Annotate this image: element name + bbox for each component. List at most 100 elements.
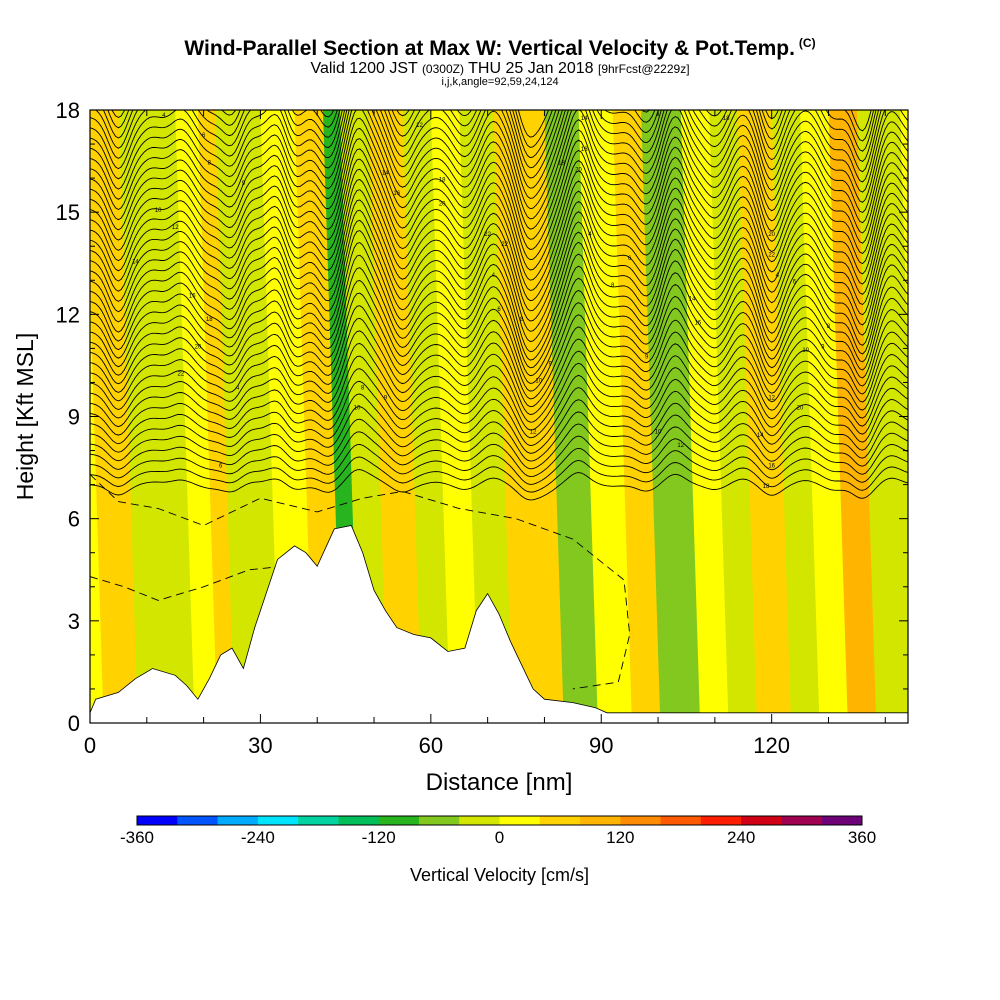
colorbar-swatch [177, 816, 219, 825]
colorbar-swatch [660, 816, 702, 825]
isentrope-line [90, 431, 908, 478]
isentrope-line [90, 110, 908, 199]
isentrope-line [90, 393, 908, 454]
colorbar-swatch [499, 816, 541, 825]
pot-temp-contours [90, 110, 908, 501]
contour-label: 16 [393, 191, 400, 197]
chart-subtitle: Valid 1200 JST (0300Z) THU 25 Jan 2018 [… [310, 60, 690, 77]
isentrope-line [90, 355, 908, 431]
chart-title: Wind-Parallel Section at Max W: Vertical… [184, 36, 816, 60]
isentrope-line [90, 292, 908, 392]
colorbar-tick-label: 0 [495, 828, 504, 847]
isentrope-line [90, 110, 908, 220]
colorbar-tick-label: 240 [727, 828, 755, 847]
isentrope-line [90, 110, 908, 230]
isentrope-line [102, 110, 877, 159]
colorbar: -360 -240 -120 0 120 240 360 Vertical Velocity … [120, 815, 876, 885]
contour-label: 9 [242, 181, 246, 187]
copyright-mark: (C) [798, 36, 816, 50]
isentrope-line [90, 219, 908, 342]
isentrope-line [90, 230, 908, 353]
contour-label: 4 [162, 113, 166, 119]
colorbar-swatch [821, 816, 863, 825]
isentrope-line [90, 343, 908, 423]
contour-label: 18 [763, 484, 770, 490]
isentrope-line [90, 406, 908, 462]
contour-label: 6 [202, 133, 206, 139]
isentrope-line [90, 138, 908, 261]
contour-label: 10 [535, 378, 542, 384]
plot-area: 4 6 8 9 10 12 14 16 18 20 22 4 6 8 9 10 12 14 16 18 20 22 4 6 8 9… [90, 110, 908, 723]
contour-label: 8 [520, 317, 524, 323]
isentrope-line [90, 469, 908, 501]
contour-label: 22 [768, 252, 775, 258]
isentrope-line [90, 267, 908, 377]
contour-label: 4 [492, 273, 496, 279]
contour-label: 20 [797, 406, 804, 412]
isentrope-line [90, 443, 908, 485]
isentrope-line [90, 305, 908, 400]
contour-label: 14 [757, 433, 764, 439]
isentrope-line [90, 110, 908, 179]
isentrope-line [90, 189, 908, 312]
x-tick-label: 60 [419, 733, 443, 758]
x-tick-label: 90 [589, 733, 613, 758]
contour-label: 12 [677, 443, 684, 449]
colorbar-swatch [459, 816, 500, 825]
isentrope-line [90, 168, 908, 291]
colorbar-swatch [741, 816, 782, 825]
contour-label: 12 [416, 123, 423, 129]
velocity-cell [856, 110, 908, 723]
chart-indices: i,j,k,angle=92,59,24,124 [441, 76, 559, 88]
y-tick-label: 12 [56, 302, 80, 327]
isentrope-line [90, 280, 908, 384]
isentrope-line [90, 380, 908, 446]
contour-label: 8 [208, 160, 212, 166]
isentrope-line [90, 368, 908, 439]
isentrope-line [90, 127, 908, 250]
contour-label: 16 [694, 321, 701, 327]
contour-label: 22 [178, 372, 185, 378]
colorbar-tick-label: -240 [241, 828, 275, 847]
contour-label: 20 [439, 201, 446, 207]
isentrope-line [107, 110, 875, 148]
velocity-cell [90, 110, 147, 723]
contour-label: 14 [382, 171, 389, 177]
axis-ticks [89, 109, 908, 724]
contour-labels: 4 6 8 9 10 12 14 16 18 20 22 4 6 8 9 10 12 14 16 18 20 22 4 6 8 9… [132, 113, 831, 490]
isentrope-line [90, 418, 908, 470]
isentrope-line [90, 110, 908, 210]
isentrope-line [90, 209, 908, 332]
contour-label: 4 [236, 385, 240, 391]
contour-label: 9 [548, 361, 552, 367]
contour-label: 6 [793, 280, 797, 286]
isentrope-line [90, 199, 908, 322]
contour-label: 10 [655, 430, 662, 436]
colorbar-swatch [338, 816, 380, 825]
y-tick-label: 3 [68, 609, 80, 634]
y-tick-label: 0 [68, 711, 80, 736]
contour-label: 16 [189, 293, 196, 299]
isentrope-line [90, 158, 908, 281]
isentrope-line [90, 330, 908, 415]
colorbar-swatch [137, 816, 178, 825]
contour-label: 6 [628, 256, 632, 262]
contour-label: 9 [821, 344, 825, 350]
contour-label: 10 [354, 406, 361, 412]
colorbar-swatch [620, 816, 662, 825]
colorbar-tick-label: -120 [362, 828, 396, 847]
isentrope-line [90, 254, 908, 369]
contour-label: 20 [195, 344, 202, 350]
contour-label: 14 [689, 297, 696, 303]
contour-label: 18 [206, 317, 213, 323]
contour-label: 9 [384, 395, 388, 401]
x-tick-label: 30 [248, 733, 272, 758]
colorbar-swatch [298, 816, 339, 825]
colorbar-tick-label: 360 [848, 828, 876, 847]
y-tick-label: 15 [56, 200, 80, 225]
contour-label: 10 [155, 208, 162, 214]
contour-label: 12 [530, 430, 537, 436]
isentrope-line [90, 148, 908, 271]
colorbar-swatch [257, 816, 299, 825]
